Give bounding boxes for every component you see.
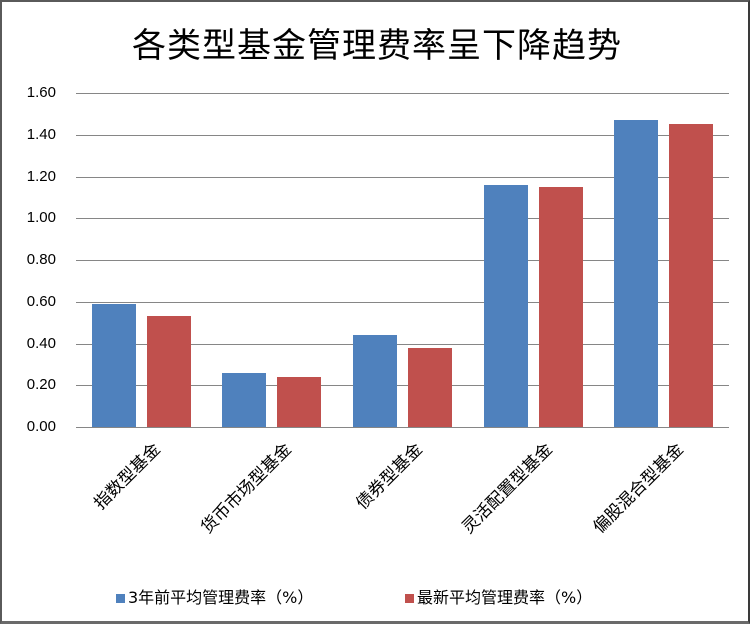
gridline xyxy=(76,177,729,178)
y-tick-label: 1.60 xyxy=(26,84,56,101)
gridline xyxy=(76,260,729,261)
gridline xyxy=(76,93,729,94)
bar-latest xyxy=(408,347,452,427)
y-tick-label: 1.40 xyxy=(26,126,56,143)
gridline xyxy=(76,427,729,428)
gridline xyxy=(76,302,729,303)
bar-latest xyxy=(277,376,322,427)
y-tick-label: 0.20 xyxy=(26,376,56,393)
bar-latest xyxy=(538,186,583,427)
legend-item-latest: 最新平均管理费率（%） xyxy=(405,584,592,608)
legend-swatch-blue xyxy=(116,594,125,603)
y-tick-label: 0.00 xyxy=(26,418,56,435)
legend-item-3yr-ago: 3年前平均管理费率（%） xyxy=(116,584,313,608)
bar-three-years-ago xyxy=(91,303,136,427)
gridline xyxy=(76,218,729,219)
bar-three-years-ago xyxy=(483,184,528,427)
legend-swatch-red xyxy=(405,594,414,603)
gridline xyxy=(76,344,729,345)
gridline xyxy=(76,135,729,136)
chart-title: 各类型基金管理费率呈下降趋势 xyxy=(132,26,622,66)
legend-label: 3年前平均管理费率（%） xyxy=(128,588,314,607)
y-tick-label: 1.20 xyxy=(26,168,56,185)
y-tick-label: 0.60 xyxy=(26,293,56,310)
legend-label: 最新平均管理费率（%） xyxy=(417,588,593,607)
y-tick-label: 1.00 xyxy=(26,209,56,226)
y-tick-label: 0.80 xyxy=(26,251,56,268)
y-tick-label: 0.40 xyxy=(26,335,56,352)
bar-three-years-ago xyxy=(614,120,659,427)
bar-three-years-ago xyxy=(353,335,397,427)
bar-latest xyxy=(669,124,714,427)
bar-latest xyxy=(146,316,191,427)
gridline xyxy=(76,385,729,386)
bar-three-years-ago xyxy=(222,372,267,427)
